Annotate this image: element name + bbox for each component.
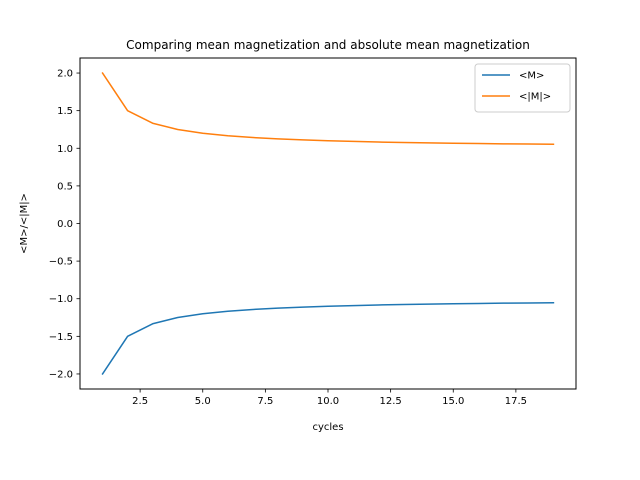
legend-label: <M> (519, 71, 544, 82)
x-tick-label: 17.5 (505, 396, 527, 407)
x-tick-label: 15.0 (442, 396, 464, 407)
y-tick-label: 0.0 (57, 219, 73, 230)
x-tick-label: 12.5 (379, 396, 401, 407)
y-tick-label: 1.0 (57, 144, 73, 155)
y-tick-label: 1.5 (57, 106, 73, 117)
y-tick-label: −2.0 (49, 369, 73, 380)
y-axis-label: <M>/<|M|> (19, 193, 30, 254)
x-tick-label: 2.5 (132, 396, 148, 407)
y-tick-label: −1.5 (49, 332, 73, 343)
legend-label: <|M|> (519, 92, 551, 103)
legend-box (474, 63, 571, 113)
x-tick-label: 7.5 (257, 396, 273, 407)
y-tick-label: −0.5 (49, 257, 73, 268)
legend: <M> <|M|> (474, 63, 571, 113)
y-tick-label: 0.5 (57, 181, 73, 192)
x-tick-label: 5.0 (195, 396, 211, 407)
x-tick-label: 10.0 (317, 396, 339, 407)
x-axis-label: cycles (312, 422, 343, 433)
chart-title: Comparing mean magnetization and absolut… (126, 38, 530, 52)
y-tick-label: 2.0 (57, 69, 73, 80)
y-tick-label: −1.0 (49, 294, 73, 305)
